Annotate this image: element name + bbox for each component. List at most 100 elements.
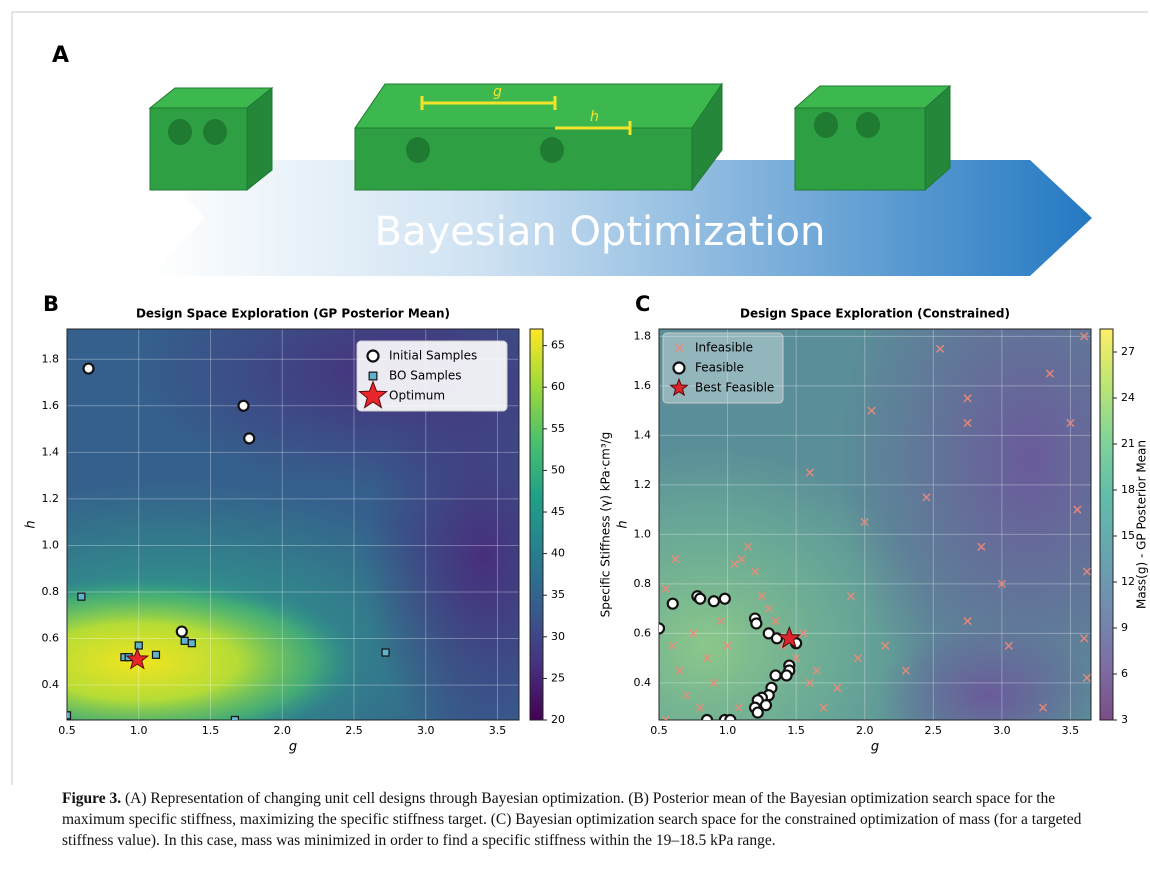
point xyxy=(244,433,254,443)
y-tick-label: 1.6 xyxy=(634,379,652,392)
point xyxy=(84,364,94,374)
x-tick-label: 2.0 xyxy=(856,724,874,737)
colorbar-tick-label: 40 xyxy=(551,547,565,560)
colorbar-label: Mass(g) - GP Posterior Mean xyxy=(1135,440,1149,609)
colorbar-tick-label: 12 xyxy=(1121,575,1135,588)
chart-title: Design Space Exploration (Constrained) xyxy=(740,307,1010,321)
y-tick-label: 1.0 xyxy=(42,538,60,551)
colorbar-tick-label: 27 xyxy=(1121,345,1135,358)
page: {"panel_a": {"label": "A", "banner": "Ba… xyxy=(0,0,1150,893)
contour-blob xyxy=(363,357,603,757)
point xyxy=(771,670,781,680)
legend-label: Optimum xyxy=(389,389,445,403)
x-tick-label: 1.0 xyxy=(130,724,148,737)
point xyxy=(654,623,664,633)
colorbar-tick-label: 45 xyxy=(551,505,565,518)
point xyxy=(64,712,71,719)
panel-label: B xyxy=(43,292,59,316)
legend-label: BO Samples xyxy=(389,369,462,383)
y-tick-label: 1.0 xyxy=(634,527,652,540)
y-tick-label: 1.2 xyxy=(634,478,652,491)
colorbar-tick-label: 6 xyxy=(1121,667,1128,680)
y-tick-label: 1.8 xyxy=(42,352,60,365)
point xyxy=(238,401,248,411)
dimension-label: h xyxy=(590,109,599,125)
point xyxy=(188,640,195,647)
contour-blob xyxy=(878,625,1098,765)
y-tick-label: 0.4 xyxy=(42,678,60,691)
x-tick-label: 2.5 xyxy=(925,724,943,737)
unit-cell xyxy=(795,86,950,190)
unit-cell xyxy=(355,84,722,190)
unit-cell xyxy=(150,88,272,190)
x-tick-label: 1.0 xyxy=(719,724,737,737)
legend-label: Initial Samples xyxy=(389,349,477,363)
point xyxy=(761,700,771,710)
point xyxy=(695,594,705,604)
x-axis-label: g xyxy=(289,740,297,755)
y-tick-label: 0.6 xyxy=(42,632,60,645)
x-tick-label: 2.5 xyxy=(345,724,363,737)
colorbar-tick-label: 35 xyxy=(551,588,565,601)
x-tick-label: 2.0 xyxy=(273,724,291,737)
legend-marker xyxy=(368,351,379,362)
x-tick-label: 1.5 xyxy=(787,724,805,737)
y-tick-label: 0.8 xyxy=(42,585,60,598)
point xyxy=(152,651,159,658)
point xyxy=(668,599,678,609)
colorbar-label: Specific Stiffness (γ) kPa·cm³/g xyxy=(599,432,613,618)
point xyxy=(751,618,761,628)
point xyxy=(231,717,238,724)
colorbar xyxy=(530,329,543,720)
banner-text: Bayesian Optimization xyxy=(375,209,826,255)
x-tick-label: 3.5 xyxy=(1062,724,1080,737)
caption-label: Figure 3. xyxy=(62,790,121,807)
x-tick-label: 3.0 xyxy=(993,724,1011,737)
x-axis-label: g xyxy=(871,740,879,755)
x-tick-label: 0.5 xyxy=(58,724,76,737)
y-tick-label: 0.8 xyxy=(634,577,652,590)
colorbar-tick-label: 20 xyxy=(551,713,565,726)
x-tick-label: 3.0 xyxy=(417,724,435,737)
dimension-label: g xyxy=(493,84,502,100)
y-tick-label: 1.2 xyxy=(42,492,60,505)
y-tick-label: 0.6 xyxy=(634,626,652,639)
y-axis-label: h xyxy=(616,520,631,528)
y-axis-label: h xyxy=(24,520,39,528)
point xyxy=(702,715,712,725)
colorbar-tick-label: 25 xyxy=(551,671,565,684)
panel-label: C xyxy=(635,292,650,316)
x-tick-label: 3.5 xyxy=(489,724,507,737)
point xyxy=(720,594,730,604)
colorbar xyxy=(1100,329,1113,720)
colorbar-tick-label: 30 xyxy=(551,630,565,643)
legend-label: Best Feasible xyxy=(695,381,774,395)
point xyxy=(782,670,792,680)
point xyxy=(177,627,187,637)
panel-label: A xyxy=(52,43,69,68)
caption: Figure 3. (A) Representation of changing… xyxy=(62,788,1102,851)
legend-label: Feasible xyxy=(695,361,744,375)
legend-marker xyxy=(674,363,685,374)
figure: A Bayesian Optimization g h B Design Spac… xyxy=(0,0,1150,785)
colorbar-tick-label: 21 xyxy=(1121,437,1135,450)
point xyxy=(181,637,188,644)
x-tick-label: 0.5 xyxy=(650,724,668,737)
colorbar-tick-label: 65 xyxy=(551,339,565,352)
point xyxy=(78,593,85,600)
caption-text: (A) Representation of changing unit cell… xyxy=(62,790,1081,849)
point xyxy=(753,708,763,718)
colorbar-tick-label: 24 xyxy=(1121,391,1135,404)
y-tick-label: 1.4 xyxy=(634,428,652,441)
legend-label: Infeasible xyxy=(695,341,753,355)
colorbar-tick-label: 50 xyxy=(551,463,565,476)
y-tick-label: 0.4 xyxy=(634,676,652,689)
colorbar-tick-label: 60 xyxy=(551,380,565,393)
point xyxy=(382,649,389,656)
y-tick-label: 1.4 xyxy=(42,445,60,458)
colorbar-tick-label: 15 xyxy=(1121,529,1135,542)
colorbar-tick-label: 18 xyxy=(1121,483,1135,496)
colorbar-tick-label: 9 xyxy=(1121,621,1128,634)
chart-title: Design Space Exploration (GP Posterior M… xyxy=(136,307,450,321)
legend-marker xyxy=(369,372,377,380)
